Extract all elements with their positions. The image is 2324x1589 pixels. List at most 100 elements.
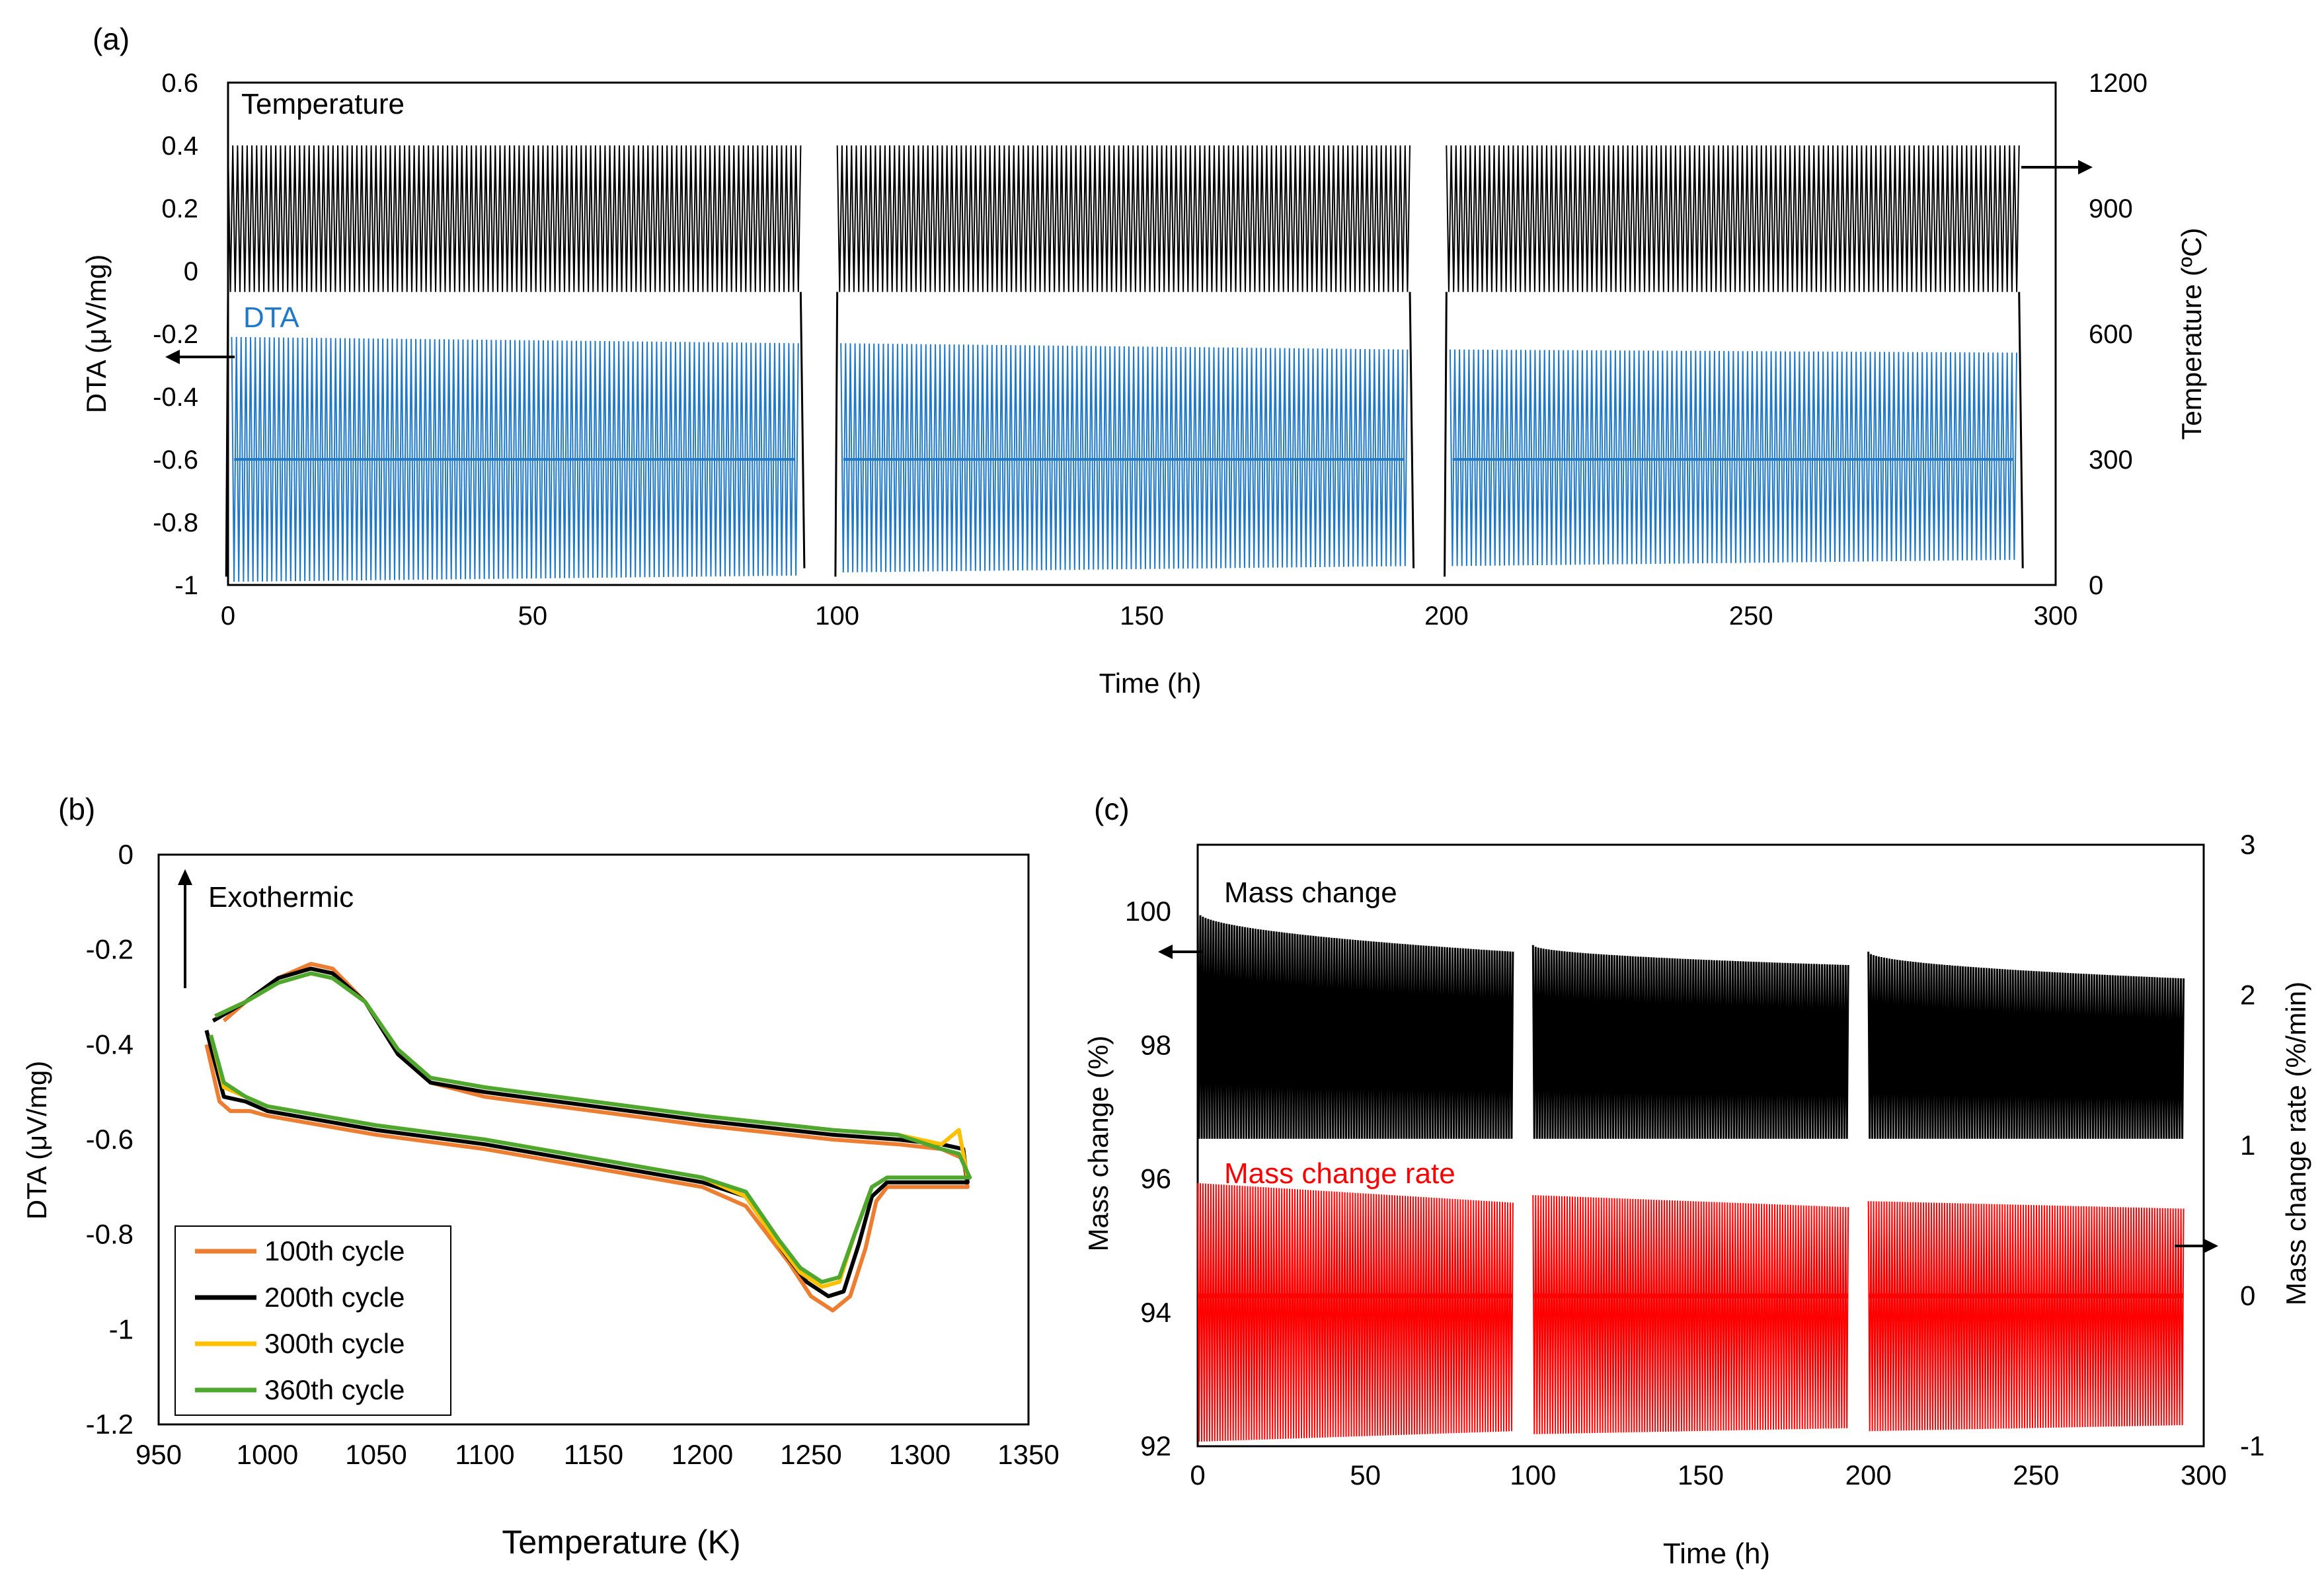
mass-change-series-segment bbox=[1196, 911, 1514, 1139]
panel-a: (a) -1 -0.8 -0.6 -0.4 -0.2 0 0.2 0.4 0.6 0 300 600… bbox=[81, 22, 2207, 699]
b-yticks-label: 0 bbox=[118, 839, 134, 870]
b-xticks-label: 1200 bbox=[672, 1439, 733, 1470]
panel-a-y-ticks: -1 -0.8 -0.6 -0.4 -0.2 0 0.2 0.4 0.6 bbox=[153, 69, 198, 600]
a-xticks-label: 150 bbox=[1120, 601, 1164, 631]
c-y2ticks-label: 2 bbox=[2240, 980, 2255, 1011]
panel-a-right-arrow-icon bbox=[2021, 160, 2093, 174]
panel-b-legend-box bbox=[174, 1225, 451, 1416]
temperature-series-segment bbox=[1446, 145, 2020, 292]
dta-series-segment bbox=[1449, 349, 2017, 566]
panel-b-y-ticks: -1.2 -1 -0.8 -0.6 -0.4 -0.2 0 bbox=[86, 839, 134, 1440]
a-yticks-label: -0.2 bbox=[153, 320, 198, 349]
panel-b: (b) -1.2 -1 -0.8 -0.6 -0.4 -0.2 0 950 1000 1050 1… bbox=[21, 792, 1060, 1561]
panel-a-left-arrow-icon bbox=[165, 350, 235, 364]
b-xticks-label: 1300 bbox=[889, 1439, 950, 1470]
b-xticks-label: 1150 bbox=[564, 1439, 623, 1470]
b-yticks-label: -1 bbox=[109, 1313, 134, 1344]
panel-b-legend-entries: 100th cycle 200th cycle 300th cycle 360th c… bbox=[195, 1235, 405, 1405]
b-xticks-label: 1250 bbox=[780, 1439, 841, 1470]
temperature-series-segment bbox=[227, 145, 802, 292]
c-yticks-label: 94 bbox=[1140, 1297, 1171, 1328]
a-xticks-label: 50 bbox=[518, 601, 548, 631]
panel-b-x-axis-label: Temperature (K) bbox=[502, 1524, 740, 1561]
legend-label: 360th cycle bbox=[264, 1374, 405, 1405]
b-xticks-label: 1000 bbox=[237, 1439, 298, 1470]
temperature-ramp bbox=[1409, 291, 1415, 568]
b-yticks-label: -0.4 bbox=[86, 1028, 134, 1060]
dta-series-segment bbox=[840, 343, 1409, 573]
c-xticks-label: 300 bbox=[2181, 1459, 2227, 1491]
panel-b-x-ticks: 950 1000 1050 1100 1150 1200 1250 1300 1350 bbox=[136, 1439, 1060, 1470]
temperature-ramp bbox=[799, 291, 806, 568]
a-xticks-label: 0 bbox=[221, 601, 235, 631]
c-yticks-label: 92 bbox=[1140, 1430, 1171, 1461]
panel-c-frame bbox=[1196, 843, 2205, 1448]
b-yticks-label: -0.6 bbox=[86, 1124, 134, 1155]
legend-label: 300th cycle bbox=[264, 1328, 405, 1359]
dta-loop-360th-cycle bbox=[209, 971, 972, 1284]
c-xticks-label: 150 bbox=[1678, 1459, 1724, 1491]
panel-c-mass-change-annotation: Mass change bbox=[1224, 876, 1397, 909]
c-xticks-label: 100 bbox=[1510, 1459, 1556, 1491]
panel-c-x-axis-label: Time (h) bbox=[1663, 1537, 1770, 1570]
c-xticks-label: 250 bbox=[2013, 1459, 2059, 1491]
b-xticks-label: 1100 bbox=[455, 1439, 514, 1470]
panel-c-right-arrow-icon bbox=[2175, 1239, 2218, 1253]
c-y2ticks-label: 0 bbox=[2240, 1280, 2255, 1311]
mass-change-series-segment bbox=[1867, 951, 2185, 1139]
a-yticks-label: -1 bbox=[174, 571, 198, 600]
legend-label: 100th cycle bbox=[264, 1235, 405, 1266]
panel-label-a: (a) bbox=[93, 22, 130, 56]
a-yticks-label: 0 bbox=[184, 257, 198, 286]
c-xticks-label: 50 bbox=[1350, 1459, 1381, 1491]
a-yticks-label: -0.8 bbox=[153, 508, 198, 537]
a-xticks-label: 250 bbox=[1729, 601, 1773, 631]
dta-series-segment bbox=[231, 336, 799, 582]
b-xticks-label: 1350 bbox=[997, 1439, 1059, 1470]
a-yticks-label: 0.2 bbox=[161, 194, 198, 223]
panel-c-left-arrow-icon bbox=[1158, 945, 1203, 959]
panel-label-c: (c) bbox=[1094, 792, 1130, 826]
panel-b-legend: 100th cycle 200th cycle 300th cycle 360th c… bbox=[174, 1225, 451, 1416]
c-y2ticks-label: 3 bbox=[2240, 829, 2255, 860]
c-xticks-label: 0 bbox=[1190, 1459, 1205, 1491]
b-yticks-label: -1.2 bbox=[86, 1409, 134, 1440]
panel-a-temperature-annotation: Temperature bbox=[241, 88, 405, 120]
panel-c-y2-ticks: -1 0 1 2 3 bbox=[2240, 829, 2265, 1461]
mass-change-rate-series-segment bbox=[1867, 1201, 2185, 1432]
a-xticks-label: 300 bbox=[2034, 601, 2078, 631]
a-yticks-label: -0.6 bbox=[153, 446, 198, 475]
temperature-ramp bbox=[834, 291, 839, 577]
mass-change-rate-series-segment bbox=[1532, 1195, 1849, 1434]
b-yticks-label: -0.8 bbox=[86, 1219, 134, 1250]
panel-c: (c) 92 94 96 98 100 -1 0 1 2 3 0 50 100 150 200 250 30… bbox=[1083, 792, 2311, 1570]
legend-label: 200th cycle bbox=[264, 1282, 405, 1313]
b-yticks-label: -0.2 bbox=[86, 934, 134, 965]
temperature-series-segment bbox=[836, 145, 1411, 292]
a-y2ticks-label: 0 bbox=[2089, 571, 2103, 600]
a-y2ticks-label: 300 bbox=[2089, 446, 2133, 475]
b-xticks-label: 950 bbox=[136, 1439, 182, 1470]
panel-a-x-axis-label: Time (h) bbox=[1099, 668, 1202, 699]
panel-b-y-axis-label: DTA (μV/mg) bbox=[21, 1061, 52, 1220]
c-yticks-label: 96 bbox=[1140, 1163, 1171, 1194]
panel-b-exothermic-annotation: Exothermic bbox=[208, 881, 354, 913]
panel-a-frame bbox=[227, 81, 2057, 586]
c-yticks-label: 98 bbox=[1140, 1029, 1171, 1060]
a-xticks-label: 100 bbox=[815, 601, 859, 631]
c-y2ticks-label: 1 bbox=[2240, 1130, 2255, 1161]
panel-a-dta-annotation: DTA bbox=[243, 301, 299, 334]
a-yticks-label: 0.4 bbox=[161, 132, 198, 161]
panel-b-frame bbox=[157, 853, 1030, 1426]
a-y2ticks-label: 900 bbox=[2089, 194, 2133, 223]
panel-a-y2-ticks: 0 300 600 900 1200 bbox=[2089, 69, 2148, 600]
panel-c-y-ticks: 92 94 96 98 100 bbox=[1125, 896, 1171, 1461]
panel-c-plot-area bbox=[1196, 911, 2185, 1442]
panel-c-y2-axis-label: Mass change rate (%/min) bbox=[2280, 982, 2311, 1305]
a-yticks-label: 0.6 bbox=[161, 69, 198, 98]
panel-label-b: (b) bbox=[58, 792, 95, 826]
c-xticks-label: 200 bbox=[1845, 1459, 1892, 1491]
panel-c-x-ticks: 0 50 100 150 200 250 300 bbox=[1190, 1459, 2227, 1491]
panel-a-y-axis-label: DTA (μV/mg) bbox=[81, 254, 112, 413]
panel-a-y2-axis-label: Temperature (ºC) bbox=[2176, 227, 2207, 440]
